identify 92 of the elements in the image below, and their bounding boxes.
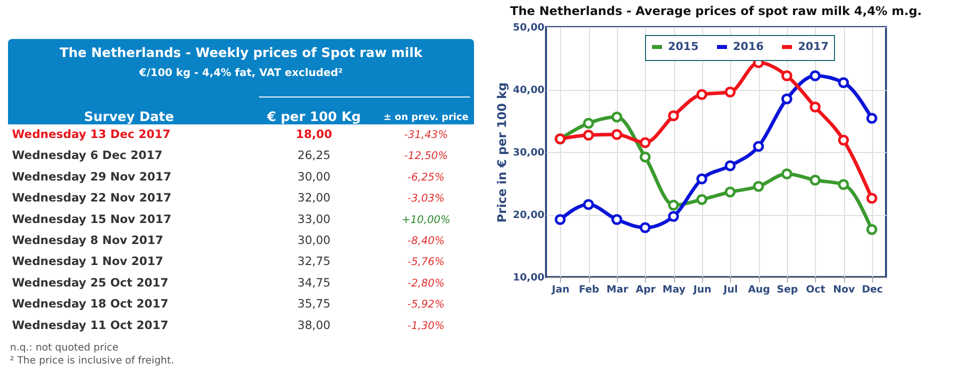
point (696, 194, 708, 205)
point (810, 102, 821, 112)
text: €/100 kg - 4,4% fat, VAT excluded² (138, 67, 344, 79)
legend-label: 2016 (733, 40, 764, 53)
text: n.q.: not quoted price (10, 342, 118, 354)
point (724, 186, 736, 198)
point (668, 210, 679, 222)
point (866, 112, 878, 124)
category-label: Wednesday 11 Oct 2017 (12, 318, 168, 332)
text: -5,92% (407, 298, 445, 311)
point (583, 199, 594, 210)
point (696, 89, 708, 100)
category-label: Wednesday 6 Dec 2017 (12, 148, 162, 162)
text: -6,25% (407, 171, 445, 184)
data-label: 38,00 (298, 318, 330, 332)
point (810, 70, 821, 82)
text: +10,00% (402, 214, 450, 226)
y-tick-label: 40,00 (512, 85, 545, 96)
data-label: 33,00 (298, 212, 330, 226)
point (781, 70, 792, 82)
x-tick-label: Dec (862, 284, 883, 296)
category-label: Wednesday 25 Oct 2017 (12, 275, 168, 290)
x-tick-label: Nov (833, 284, 856, 296)
data-label: 32,00 (298, 190, 330, 205)
x-tick-label: Jun (692, 284, 712, 296)
point (810, 174, 821, 186)
point (611, 112, 622, 122)
point (781, 93, 792, 104)
text: ² The price is inclusive of freight. (10, 355, 174, 366)
y-tick-label: 30,00 (512, 148, 545, 158)
y-tick-label: 50,00 (512, 22, 545, 34)
text: -1,30% (407, 320, 445, 332)
point (866, 224, 878, 235)
point (640, 222, 651, 234)
point (753, 180, 764, 192)
point (838, 134, 849, 146)
x-tick-label: Oct (806, 284, 826, 296)
category-label: Wednesday 18 Oct 2017 (12, 296, 168, 311)
data-label: 18,00 (296, 127, 332, 141)
data-label: 32,75 (298, 254, 330, 268)
data-label: 34,75 (298, 275, 330, 290)
text: -2,80% (407, 277, 445, 290)
text: -8,40% (407, 235, 445, 247)
text: -3,03% (407, 192, 445, 205)
point (668, 200, 679, 211)
category-label: Wednesday 15 Nov 2017 (12, 212, 172, 226)
point (668, 110, 679, 122)
text: -31,43% (404, 129, 448, 141)
point (554, 214, 566, 225)
point (724, 160, 736, 172)
legend-title: ± on prev. price (384, 112, 468, 123)
x-tick-label: Jul (722, 284, 738, 296)
data-label: 30,00 (298, 169, 330, 184)
data-label: 35,75 (298, 296, 330, 311)
category-label: Wednesday 1 Nov 2017 (12, 254, 164, 268)
x-tick-label: Apr (636, 284, 656, 296)
point (611, 129, 622, 140)
data-label: 30,00 (298, 233, 330, 247)
category-label: Wednesday 13 Dec 2017 (12, 127, 170, 141)
point (583, 130, 594, 141)
point (640, 152, 651, 162)
category-label: Wednesday 29 Nov 2017 (12, 169, 172, 184)
x-tick-label: May (662, 284, 686, 296)
x-tick-label: Sep (776, 284, 798, 296)
data-label: 26,25 (298, 148, 330, 162)
point (696, 173, 708, 184)
point (724, 86, 736, 98)
x-tick-label: Jan (550, 284, 570, 296)
point (838, 77, 849, 88)
legend-label: 2015 (668, 40, 699, 53)
category-label: Wednesday 22 Nov 2017 (12, 190, 172, 205)
point (611, 214, 622, 225)
y-tick-label: 20,00 (512, 210, 545, 221)
point (838, 179, 849, 190)
text: The Netherlands - Weekly prices of Spot raw milk (60, 46, 423, 61)
category-label: Wednesday 8 Nov 2017 (12, 233, 164, 247)
point (640, 137, 651, 148)
point (753, 140, 764, 152)
text: € per 100 Kg (266, 110, 361, 125)
text: Survey Date (84, 110, 174, 125)
x-tick-label: Aug (748, 284, 770, 296)
point (866, 192, 878, 204)
point (583, 118, 594, 129)
point (781, 168, 792, 180)
text: -5,76% (407, 256, 445, 268)
y-tick-label: 10,00 (512, 272, 545, 284)
x-tick-label: Mar (606, 284, 628, 296)
chart-title: The Netherlands - Average prices of spot raw milk 4,4% m.g. (510, 4, 922, 18)
x-tick-label: Feb (578, 284, 600, 296)
y-axis-title: Price in € per 100 kg (494, 82, 509, 223)
legend-label: 2017 (798, 40, 829, 53)
text: -12,50% (404, 150, 448, 162)
